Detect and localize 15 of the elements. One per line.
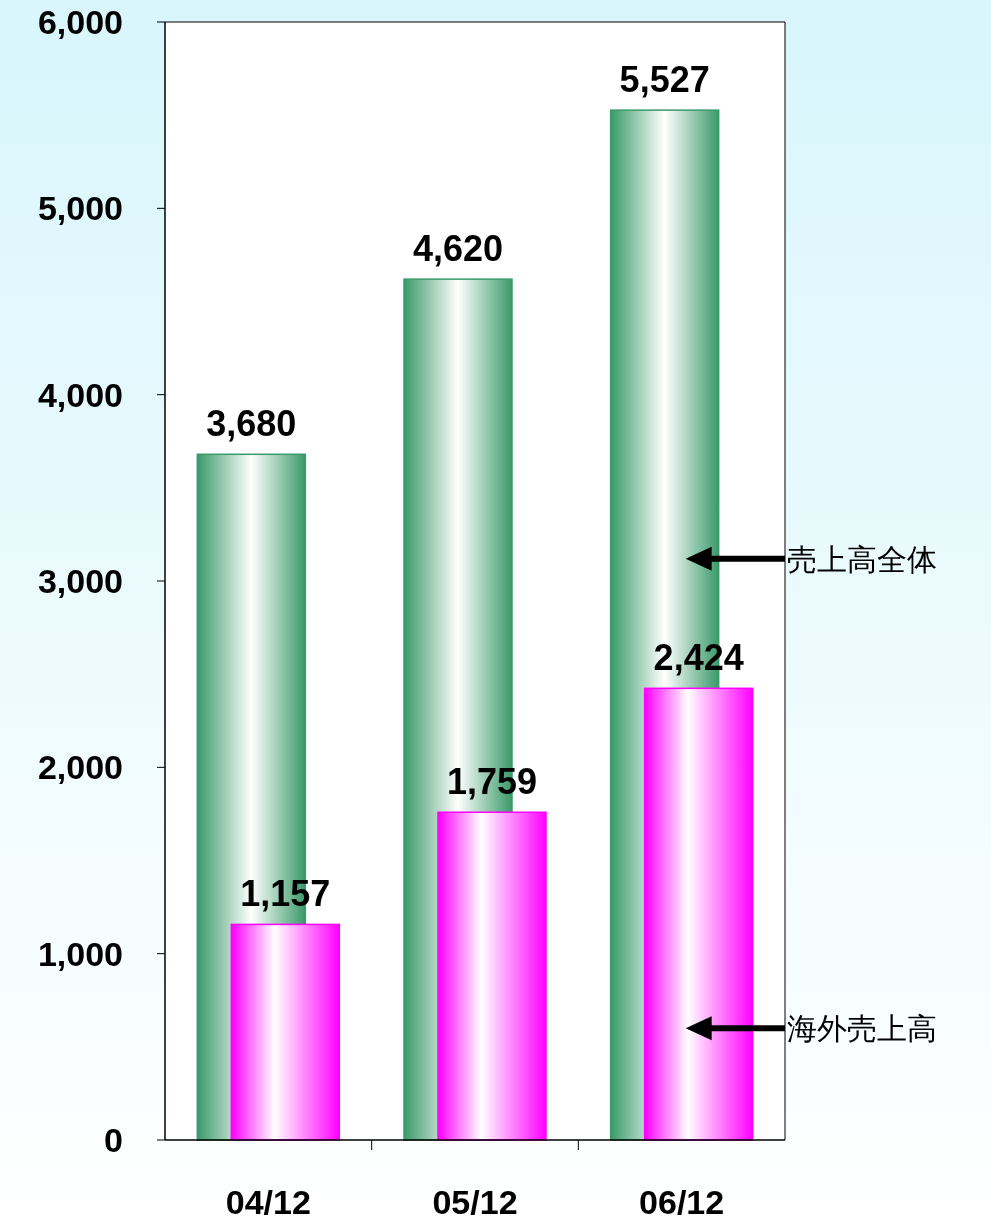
x-tick-label: 04/12	[225, 1183, 311, 1218]
y-tick-label: 2,000	[37, 748, 123, 787]
y-tick-label: 3,000	[37, 562, 123, 600]
y-tick-label: 6,000	[37, 3, 123, 41]
x-tick-label: 05/12	[432, 1183, 518, 1218]
data-label: 5,527	[619, 59, 710, 101]
x-tick-label: 06/12	[639, 1183, 725, 1218]
text: 海外売上高	[787, 1012, 937, 1046]
y-tick-label: 4,000	[37, 375, 123, 414]
data-label: 3,680	[206, 403, 297, 445]
data-label: 4,620	[412, 228, 504, 270]
text: 売上高全体	[787, 542, 937, 576]
y-tick-label: 1,000	[37, 934, 123, 973]
y-tick-label: 5,000	[37, 189, 123, 228]
y-tick-label: 0	[104, 1121, 123, 1159]
